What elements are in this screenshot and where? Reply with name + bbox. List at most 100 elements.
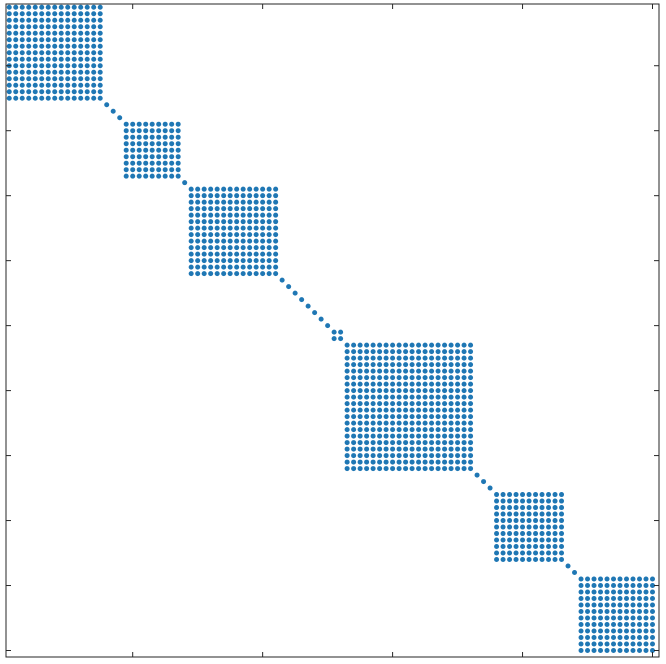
nonzero-point xyxy=(240,271,246,277)
nonzero-point xyxy=(396,342,402,348)
nonzero-point xyxy=(97,63,103,69)
nonzero-point xyxy=(409,381,415,387)
nonzero-point xyxy=(149,154,155,160)
nonzero-point xyxy=(611,615,617,621)
nonzero-point xyxy=(409,355,415,361)
nonzero-point xyxy=(247,232,253,238)
nonzero-point xyxy=(377,349,383,355)
nonzero-point xyxy=(344,407,350,413)
nonzero-point xyxy=(364,433,370,439)
nonzero-point xyxy=(377,453,383,459)
nonzero-point xyxy=(26,56,32,62)
nonzero-point xyxy=(162,167,168,173)
nonzero-point xyxy=(234,232,240,238)
nonzero-point xyxy=(162,154,168,160)
nonzero-point xyxy=(500,557,506,563)
nonzero-point xyxy=(377,375,383,381)
nonzero-point xyxy=(442,459,448,465)
nonzero-point xyxy=(357,355,363,361)
nonzero-point xyxy=(370,433,376,439)
nonzero-point xyxy=(409,427,415,433)
nonzero-point xyxy=(188,186,194,192)
nonzero-point xyxy=(578,602,584,608)
nonzero-point xyxy=(201,232,207,238)
nonzero-point xyxy=(58,11,64,17)
nonzero-point xyxy=(370,394,376,400)
nonzero-point xyxy=(19,30,25,36)
nonzero-point xyxy=(58,89,64,95)
nonzero-point xyxy=(591,589,597,595)
nonzero-point xyxy=(468,394,474,400)
nonzero-point xyxy=(273,245,279,251)
nonzero-point xyxy=(416,414,422,420)
nonzero-point xyxy=(123,121,129,127)
nonzero-point xyxy=(58,56,64,62)
nonzero-point xyxy=(32,95,38,101)
nonzero-point xyxy=(351,342,357,348)
nonzero-point xyxy=(448,414,454,420)
nonzero-point xyxy=(624,648,630,653)
nonzero-point xyxy=(630,602,636,608)
nonzero-point xyxy=(461,375,467,381)
nonzero-point xyxy=(650,622,655,628)
nonzero-point xyxy=(364,349,370,355)
nonzero-point xyxy=(494,544,500,550)
nonzero-point xyxy=(344,349,350,355)
nonzero-point xyxy=(221,232,227,238)
nonzero-point xyxy=(383,349,389,355)
nonzero-point xyxy=(6,30,12,36)
nonzero-point xyxy=(78,63,84,69)
nonzero-point xyxy=(78,17,84,23)
nonzero-point xyxy=(559,524,565,530)
nonzero-point xyxy=(617,635,623,641)
nonzero-point xyxy=(546,550,552,556)
nonzero-point xyxy=(526,518,532,524)
nonzero-point xyxy=(52,43,58,49)
nonzero-point xyxy=(650,602,655,608)
nonzero-point xyxy=(435,433,441,439)
nonzero-point xyxy=(585,609,591,615)
nonzero-point xyxy=(91,82,97,88)
nonzero-point xyxy=(403,342,409,348)
nonzero-point xyxy=(273,219,279,225)
nonzero-point xyxy=(19,4,25,10)
nonzero-point xyxy=(637,583,643,589)
nonzero-point xyxy=(396,388,402,394)
nonzero-point xyxy=(578,576,584,582)
nonzero-point xyxy=(422,446,428,452)
nonzero-point xyxy=(221,271,227,277)
plot-frame xyxy=(5,3,660,658)
nonzero-point xyxy=(364,388,370,394)
nonzero-point xyxy=(500,537,506,543)
nonzero-point xyxy=(149,121,155,127)
nonzero-point xyxy=(45,37,51,43)
nonzero-point xyxy=(32,50,38,56)
nonzero-point xyxy=(383,362,389,368)
nonzero-point xyxy=(416,349,422,355)
nonzero-point xyxy=(416,394,422,400)
nonzero-point xyxy=(344,355,350,361)
nonzero-point xyxy=(455,420,461,426)
nonzero-point xyxy=(468,407,474,413)
nonzero-point xyxy=(344,427,350,433)
nonzero-point xyxy=(247,251,253,257)
nonzero-point xyxy=(13,56,19,62)
nonzero-point xyxy=(84,56,90,62)
nonzero-point xyxy=(455,466,461,472)
nonzero-point xyxy=(234,199,240,205)
nonzero-point xyxy=(266,238,272,244)
nonzero-point xyxy=(513,544,519,550)
nonzero-point xyxy=(520,544,526,550)
nonzero-point xyxy=(45,11,51,17)
nonzero-point xyxy=(403,440,409,446)
nonzero-point xyxy=(539,537,545,543)
nonzero-point xyxy=(552,544,558,550)
nonzero-point xyxy=(175,160,181,166)
nonzero-point xyxy=(494,557,500,563)
nonzero-point xyxy=(214,225,220,231)
nonzero-point xyxy=(39,43,45,49)
nonzero-point xyxy=(442,394,448,400)
nonzero-point xyxy=(494,492,500,498)
nonzero-point xyxy=(266,186,272,192)
